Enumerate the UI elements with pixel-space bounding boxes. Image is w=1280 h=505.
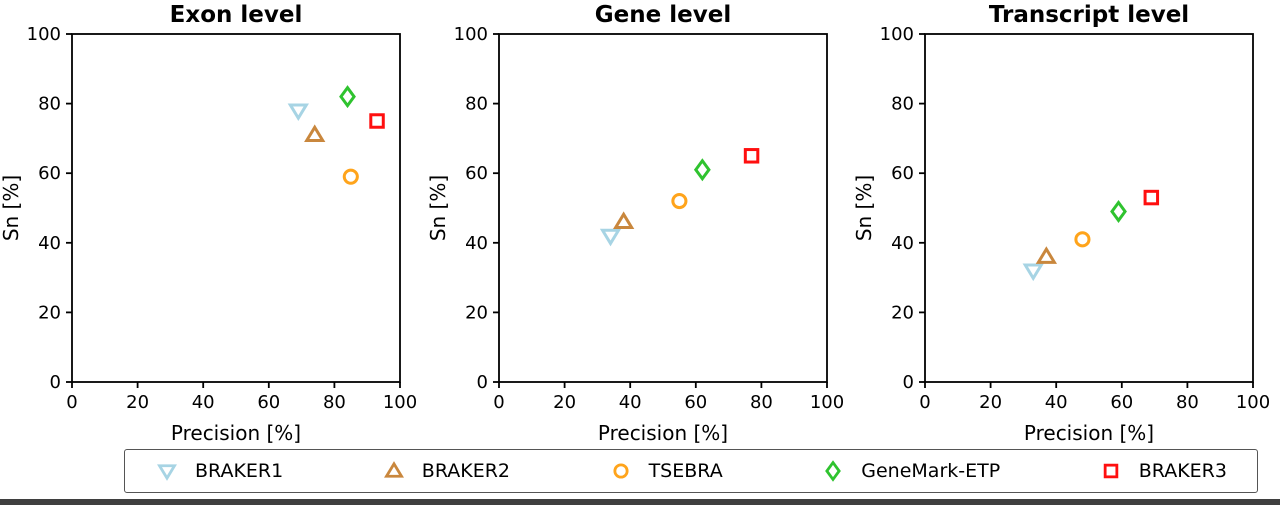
- y-tick-label: 20: [465, 302, 488, 323]
- chart-title: Gene level: [594, 2, 730, 28]
- braker1-data-point: [599, 228, 621, 247]
- braker2-data-point: [612, 211, 634, 230]
- tsebra-data-point: [1074, 231, 1091, 248]
- exon-level-panel: Exon level 0 20 40 60 80 100 0 20 40 60 80 100 Precis…: [0, 0, 427, 447]
- x-tick-label: 40: [192, 392, 215, 413]
- y-tick-label: 80: [465, 94, 488, 115]
- y-tick-label: 40: [891, 233, 914, 254]
- braker3-data-point: [1143, 189, 1160, 206]
- legend-item-tsebra: TSEBRA: [609, 459, 723, 483]
- x-tick-label: 0: [920, 392, 931, 413]
- tsebra-data-point: [671, 192, 688, 210]
- genemark-etp-data-point: [339, 85, 356, 109]
- braker1-data-point: [287, 103, 309, 122]
- y-tick-label: 60: [465, 163, 488, 184]
- chart-title: Exon level: [170, 2, 303, 28]
- x-tick-label: 0: [66, 392, 77, 413]
- y-tick-label: 100: [27, 24, 61, 45]
- plot-border: [924, 33, 1255, 383]
- braker3-square-icon: [1099, 459, 1123, 483]
- y-tick-label: 60: [38, 163, 61, 184]
- tsebra-data-point: [342, 168, 359, 185]
- bottom-border: [0, 499, 1280, 505]
- legend-label-genemark-etp: GeneMark-ETP: [861, 459, 1001, 482]
- y-tick-label: 40: [38, 233, 61, 254]
- braker3-data-point: [369, 113, 385, 129]
- x-tick-label: 20: [553, 392, 576, 413]
- y-tick-label: 40: [465, 233, 488, 254]
- genemark-etp-data-point: [693, 158, 711, 182]
- transcript-level-panel: Transcript level 0 20 40 60 80 100 0 20 40 60 80 100…: [853, 0, 1280, 447]
- legend-item-genemark-etp: GeneMark-ETP: [821, 459, 1000, 483]
- y-tick-label: 100: [880, 24, 914, 45]
- y-axis-label: Sn [%]: [853, 175, 876, 241]
- y-tick-label: 0: [476, 372, 487, 393]
- x-axis-label: Precision [%]: [1024, 421, 1154, 445]
- x-tick-label: 20: [979, 392, 1002, 413]
- y-tick-label: 20: [891, 302, 914, 323]
- gene-level-panel: Gene level 0 20 40 60 80 100 0 20 40 60 80 100 Precis…: [427, 0, 854, 447]
- x-tick-label: 0: [493, 392, 504, 413]
- braker1-data-point: [1022, 263, 1045, 282]
- chart-canvas: Transcript level 0 20 40 60 80 100 0 20 40 60 80 100…: [853, 2, 1270, 445]
- legend-label-tsebra: TSEBRA: [648, 459, 723, 482]
- y-tick-label: 80: [891, 94, 914, 115]
- braker2-data-point: [1036, 246, 1058, 264]
- genemark-etp-data-point: [1110, 199, 1128, 223]
- x-tick-label: 80: [750, 392, 773, 413]
- x-tick-label: 60: [1111, 392, 1134, 413]
- x-tick-label: 80: [323, 392, 346, 413]
- chart-title: Transcript level: [989, 2, 1189, 28]
- braker2-triangle-up-icon: [382, 459, 406, 483]
- y-tick-label: 20: [38, 302, 61, 323]
- legend-label-braker2: BRAKER2: [421, 459, 510, 482]
- x-tick-label: 60: [257, 392, 280, 413]
- legend-item-braker2: BRAKER2: [382, 459, 510, 483]
- legend-item-braker1: BRAKER1: [155, 459, 283, 483]
- genemark-etp-diamond-icon: [821, 459, 845, 483]
- legend-item-braker3: BRAKER3: [1099, 459, 1227, 483]
- x-axis-label: Precision [%]: [171, 421, 301, 445]
- plot-border: [71, 33, 401, 383]
- y-tick-label: 80: [38, 94, 61, 115]
- y-axis-label: Sn [%]: [427, 175, 450, 241]
- x-tick-label: 100: [383, 392, 417, 413]
- x-axis-label: Precision [%]: [598, 421, 728, 445]
- x-tick-label: 20: [126, 392, 149, 413]
- x-tick-label: 100: [1236, 392, 1270, 413]
- x-tick-label: 80: [1176, 392, 1199, 413]
- legend-label-braker3: BRAKER3: [1138, 459, 1227, 482]
- braker3-data-point: [743, 148, 759, 164]
- y-tick-label: 60: [891, 163, 914, 184]
- x-tick-label: 100: [809, 392, 843, 413]
- x-tick-label: 60: [684, 392, 707, 413]
- braker1-triangle-down-icon: [155, 459, 179, 483]
- y-tick-label: 100: [453, 24, 487, 45]
- figure: Exon level 0 20 40 60 80 100 0 20 40 60 80 100 Precis…: [0, 0, 1280, 447]
- x-tick-label: 40: [1045, 392, 1068, 413]
- legend-label-braker1: BRAKER1: [195, 459, 284, 482]
- x-tick-label: 40: [618, 392, 641, 413]
- y-tick-label: 0: [50, 372, 61, 393]
- y-axis-label: Sn [%]: [0, 175, 23, 241]
- chart-canvas: Exon level 0 20 40 60 80 100 0 20 40 60 80 100 Precis…: [0, 2, 417, 445]
- braker2-data-point: [304, 124, 326, 143]
- legend: BRAKER1 BRAKER2 TSEBRA GeneMark-ETP BRAK…: [124, 449, 1258, 493]
- chart-canvas: Gene level 0 20 40 60 80 100 0 20 40 60 80 100 Precis…: [427, 2, 844, 445]
- y-tick-label: 0: [903, 372, 914, 393]
- plot-border: [497, 33, 828, 383]
- tsebra-circle-icon: [609, 459, 633, 483]
